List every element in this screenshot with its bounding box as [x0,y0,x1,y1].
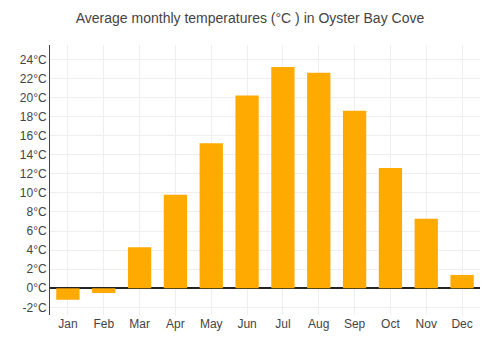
svg-text:2°C: 2°C [26,262,46,276]
svg-text:18°C: 18°C [20,110,47,124]
svg-text:Jan: Jan [58,317,77,331]
svg-text:10°C: 10°C [20,186,47,200]
svg-text:6°C: 6°C [26,224,46,238]
svg-text:Feb: Feb [93,317,114,331]
svg-text:Mar: Mar [129,317,150,331]
svg-text:8°C: 8°C [26,205,46,219]
svg-text:22°C: 22°C [20,72,47,86]
svg-text:Average monthly temperatures (: Average monthly temperatures (°C ) in Oy… [76,10,425,26]
svg-text:16°C: 16°C [20,129,47,143]
svg-text:12°C: 12°C [20,167,47,181]
svg-text:4°C: 4°C [26,243,46,257]
svg-text:May: May [200,317,223,331]
svg-text:24°C: 24°C [20,53,47,67]
svg-text:Dec: Dec [451,317,472,331]
svg-text:Oct: Oct [381,317,400,331]
svg-text:20°C: 20°C [20,91,47,105]
svg-text:14°C: 14°C [20,148,47,162]
svg-text:-2°C: -2°C [22,301,46,315]
svg-text:Aug: Aug [308,317,329,331]
svg-text:Apr: Apr [166,317,185,331]
svg-text:Nov: Nov [416,317,437,331]
svg-text:Jul: Jul [275,317,290,331]
svg-text:Sep: Sep [344,317,366,331]
svg-text:Jun: Jun [237,317,256,331]
svg-text:0°C: 0°C [26,281,46,295]
